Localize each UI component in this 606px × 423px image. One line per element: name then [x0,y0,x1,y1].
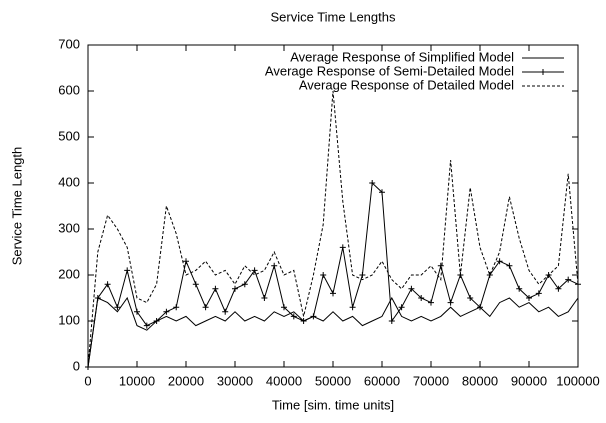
x-tick-label: 0 [84,373,91,388]
point-marker [163,308,170,315]
point-marker [408,285,415,292]
point-marker [271,262,278,269]
point-marker [290,313,297,320]
point-marker [486,272,493,278]
point-marker [388,318,395,324]
point-marker [496,258,503,265]
x-tick-label: 30000 [217,373,253,388]
point-marker [261,295,268,301]
point-marker [555,285,562,292]
x-tick-label: 60000 [364,373,400,388]
point-marker [94,295,101,301]
point-marker [241,281,248,288]
x-tick-label: 40000 [266,373,302,388]
point-marker [526,295,532,301]
legend-label: Average Response of Detailed Model [299,77,514,92]
legend-label: Average Response of Simplified Model [290,49,514,64]
point-marker [173,304,180,311]
y-tick-label: 200 [58,266,80,281]
point-marker [124,267,131,274]
point-marker [467,295,474,301]
point-marker [516,285,523,292]
point-marker [104,281,111,288]
y-tick-label: 600 [58,82,80,97]
point-marker [183,258,189,265]
point-marker [192,281,199,288]
point-marker [379,189,385,196]
x-tick-label: 100000 [556,373,599,388]
point-marker [222,308,229,315]
x-tick-label: 80000 [462,373,498,388]
y-tick-label: 0 [73,358,80,373]
series-line [87,296,579,368]
point-marker [212,285,219,292]
point-marker [535,290,542,297]
point-marker [359,272,366,278]
point-marker [114,304,121,311]
x-tick-label: 10000 [119,373,155,388]
point-marker [437,262,444,269]
y-tick-label: 500 [58,128,80,143]
point-marker [447,299,454,306]
series-line [87,90,579,368]
point-marker [506,262,513,269]
x-tick-label: 50000 [315,373,351,388]
point-marker [565,276,572,283]
x-axis-label: Time [sim. time units] [272,397,394,412]
point-marker [349,304,356,311]
point-marker [428,299,434,306]
point-marker [134,308,140,315]
y-tick-label: 100 [58,312,80,327]
point-marker [300,318,307,324]
point-marker [143,322,150,329]
point-marker [232,285,238,292]
point-marker [281,304,287,311]
point-marker [330,290,336,297]
point-marker [418,295,425,301]
y-tick-label: 300 [58,220,80,235]
x-tick-label: 70000 [413,373,449,388]
y-tick-label: 400 [58,174,80,189]
point-marker [477,304,483,311]
series-line [87,181,579,368]
y-axis-label: Service Time Length [9,147,24,266]
point-marker [320,272,327,278]
y-tick-label: 700 [58,36,80,51]
chart-title: Service Time Lengths [270,9,396,24]
x-tick-label: 90000 [511,373,547,388]
point-marker [398,304,405,311]
point-marker [339,244,346,251]
point-marker [202,304,209,311]
legend-marker [540,69,546,75]
legend-label: Average Response of Semi-Detailed Model [265,63,514,78]
point-marker [310,313,317,320]
point-marker [251,267,258,274]
point-marker [369,180,376,186]
point-marker [153,318,160,324]
x-tick-label: 20000 [168,373,204,388]
